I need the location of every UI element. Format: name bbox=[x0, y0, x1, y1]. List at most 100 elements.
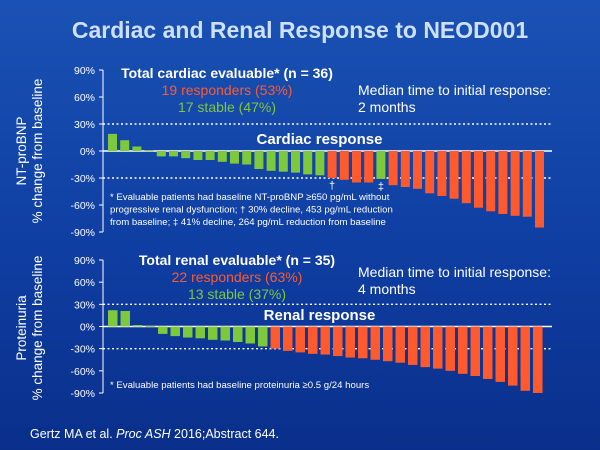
cardiac-y-tick-label: 90% bbox=[74, 65, 95, 77]
cardiac-bar bbox=[278, 151, 288, 172]
cardiac-bar bbox=[388, 151, 398, 186]
citation-authors: Gertz MA et al. bbox=[30, 427, 117, 441]
renal-bar bbox=[495, 326, 505, 382]
cardiac-bar bbox=[474, 151, 483, 208]
cardiac-bar-marker: ‡ bbox=[378, 181, 384, 193]
renal-bar bbox=[345, 326, 355, 358]
renal-bar bbox=[508, 326, 518, 386]
cardiac-median-line1: Median time to initial response: bbox=[358, 82, 551, 98]
citation-journal: Proc ASH bbox=[116, 427, 171, 441]
renal-total-label: Total renal evaluable* (n = 35) bbox=[139, 252, 335, 268]
renal-y-tick-label: -30% bbox=[70, 344, 95, 356]
renal-bar bbox=[533, 326, 543, 393]
cardiac-y-tick-label: 0% bbox=[80, 146, 95, 158]
renal-median-line2: 4 months bbox=[358, 281, 416, 297]
renal-y-tick-label: 60% bbox=[74, 277, 95, 289]
renal-bar bbox=[145, 325, 155, 327]
renal-bar bbox=[270, 326, 280, 349]
renal-y-tick-label: -60% bbox=[70, 366, 95, 378]
renal-bar bbox=[220, 326, 230, 341]
cardiac-bar bbox=[266, 151, 276, 171]
slide-title: Cardiac and Renal Response to NEOD001 bbox=[71, 17, 529, 43]
renal-bar bbox=[470, 326, 480, 377]
renal-bar bbox=[520, 326, 530, 391]
cardiac-bar-marker: † bbox=[329, 180, 335, 192]
cardiac-bar bbox=[376, 151, 386, 179]
renal-bar bbox=[295, 326, 305, 353]
renal-bar bbox=[358, 326, 368, 359]
renal-y-tick-label: 90% bbox=[74, 255, 95, 267]
cardiac-bar bbox=[230, 151, 239, 164]
cardiac-bar bbox=[352, 151, 361, 183]
cardiac-bar bbox=[425, 151, 435, 194]
cardiac-bar bbox=[327, 151, 337, 178]
cardiac-bar bbox=[108, 133, 117, 151]
citation-rest: 2016;Abstract 644. bbox=[170, 427, 279, 441]
cardiac-bar bbox=[169, 151, 178, 157]
renal-bar bbox=[183, 326, 193, 338]
cardiac-total-label: Total cardiac evaluable* (n = 36) bbox=[121, 65, 333, 81]
renal-bar bbox=[158, 326, 168, 334]
renal-bar bbox=[170, 326, 180, 337]
cardiac-responders-label: 19 responders (53%) bbox=[162, 82, 293, 98]
cardiac-bar bbox=[364, 151, 374, 183]
cardiac-footnote-line: * Evaluable patients had baseline NT-pro… bbox=[110, 192, 390, 203]
renal-responders-label: 22 responders (63%) bbox=[172, 269, 303, 285]
renal-y-tick-label: -90% bbox=[70, 388, 95, 400]
cardiac-bar bbox=[400, 151, 410, 187]
cardiac-y-tick-label: 30% bbox=[74, 119, 95, 131]
renal-bar bbox=[445, 326, 455, 371]
renal-bar bbox=[283, 326, 293, 351]
renal-median-line1: Median time to initial response: bbox=[358, 264, 551, 280]
cardiac-bar bbox=[120, 140, 130, 151]
renal-bar bbox=[245, 326, 255, 344]
cardiac-bar bbox=[193, 151, 203, 160]
renal-center-label: Renal response bbox=[264, 307, 376, 324]
cardiac-bar bbox=[291, 151, 300, 173]
cardiac-median-line2: 2 months bbox=[358, 99, 416, 115]
cardiac-bar bbox=[498, 151, 508, 214]
renal-bar bbox=[233, 326, 243, 343]
cardiac-bar bbox=[486, 151, 496, 212]
renal-bar bbox=[195, 326, 205, 339]
renal-y-tick-label: 0% bbox=[80, 322, 95, 334]
cardiac-footnote-line: from baseline; ‡ 41% decline, 264 pg/mL … bbox=[110, 217, 386, 228]
renal-bar bbox=[308, 326, 318, 354]
renal-bar bbox=[420, 326, 430, 368]
cardiac-center-label: Cardiac response bbox=[257, 131, 383, 148]
renal-bar bbox=[333, 326, 343, 357]
cardiac-bar bbox=[522, 151, 532, 217]
renal-bar bbox=[370, 326, 380, 360]
renal-stable-label: 13 stable (37%) bbox=[188, 286, 286, 302]
cardiac-bar bbox=[339, 151, 349, 180]
renal-bar bbox=[133, 325, 143, 327]
cardiac-y-tick-label: -90% bbox=[70, 227, 95, 239]
cardiac-bar bbox=[132, 146, 142, 151]
renal-bar bbox=[258, 326, 268, 347]
renal-bar bbox=[108, 310, 118, 327]
cardiac-bar bbox=[144, 150, 154, 152]
renal-bar bbox=[383, 326, 393, 362]
cardiac-bar bbox=[254, 151, 264, 169]
renal-bar bbox=[483, 326, 493, 379]
renal-bar bbox=[433, 326, 443, 369]
cardiac-bar bbox=[303, 151, 313, 175]
cardiac-bar bbox=[449, 151, 459, 199]
renal-bar bbox=[408, 326, 418, 365]
renal-bar bbox=[320, 326, 330, 355]
renal-bar bbox=[458, 326, 468, 374]
cardiac-y-tick-label: 60% bbox=[74, 92, 95, 104]
cardiac-footnote-line: progressive renal dysfunction; † 30% dec… bbox=[110, 205, 393, 216]
cardiac-stable-label: 17 stable (47%) bbox=[178, 99, 276, 115]
renal-bar bbox=[120, 310, 130, 327]
renal-bar bbox=[208, 326, 218, 340]
cardiac-bar bbox=[181, 151, 191, 159]
cardiac-y-tick-label: -60% bbox=[70, 200, 95, 212]
renal-footnote-line: * Evaluable patients had baseline protei… bbox=[110, 380, 369, 391]
renal-y-tick-label: 30% bbox=[74, 299, 95, 311]
cardiac-y-tick-label: -30% bbox=[70, 173, 95, 185]
cardiac-bar bbox=[315, 151, 325, 176]
citation: Gertz MA et al. Proc ASH 2016;Abstract 6… bbox=[30, 427, 279, 441]
